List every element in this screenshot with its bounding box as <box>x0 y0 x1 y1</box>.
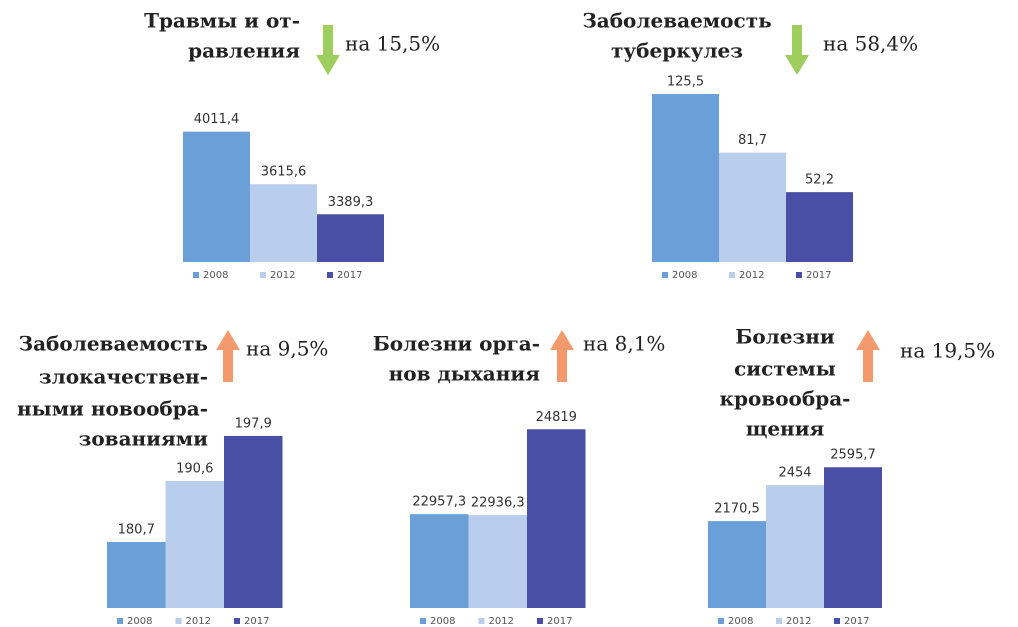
value-label: 125,5 <box>667 75 704 90</box>
value-label: 4011,4 <box>194 112 240 127</box>
legend-swatch <box>834 618 840 624</box>
bar <box>719 152 786 262</box>
legend-swatch <box>478 618 485 624</box>
legend-swatch <box>718 618 724 624</box>
trend-arrow <box>316 25 340 75</box>
value-label: 22936,3 <box>471 496 525 511</box>
value-label: 197,9 <box>235 416 272 431</box>
legend-label: 2012 <box>186 616 211 627</box>
change-label: на 9,5% <box>246 337 328 361</box>
chart-title: щения <box>746 417 825 441</box>
legend-swatch <box>537 618 543 624</box>
chart-title: кровообра- <box>720 387 851 411</box>
legend-label: 2008 <box>728 616 753 627</box>
chart-title: Болезни <box>735 325 835 349</box>
legend-label: 2008 <box>430 616 455 627</box>
bar <box>317 214 384 262</box>
chart-title: системы <box>734 357 836 381</box>
legend-swatch <box>234 618 240 624</box>
trend-arrow <box>856 330 880 382</box>
chart-title: ными новообра- <box>17 397 208 421</box>
legend-label: 2012 <box>489 616 514 627</box>
trend-arrow <box>216 330 240 382</box>
change-label: на 8,1% <box>583 332 665 356</box>
trend-arrow <box>785 25 809 75</box>
chart-title: нов дыхания <box>389 362 541 386</box>
value-label: 3389,3 <box>328 195 374 210</box>
value-label: 180,7 <box>118 523 155 538</box>
value-label: 81,7 <box>738 133 767 148</box>
legend-label: 2017 <box>806 270 831 281</box>
trend-arrow <box>550 330 574 382</box>
value-label: 52,2 <box>805 173 834 188</box>
legend-label: 2017 <box>244 616 269 627</box>
bar <box>107 542 166 608</box>
bar <box>250 184 317 262</box>
legend-label: 2008 <box>127 616 152 627</box>
bar <box>410 514 469 608</box>
legend-label: 2012 <box>270 270 295 281</box>
change-label: на 58,4% <box>823 32 918 56</box>
chart-title: туберкулез <box>611 39 743 63</box>
legend-swatch <box>729 272 735 278</box>
bar <box>224 435 283 608</box>
chart-title: Травмы и от- <box>144 9 300 33</box>
bar <box>824 467 882 608</box>
legend-swatch <box>776 618 782 624</box>
bar <box>527 429 586 608</box>
value-label: 2170,5 <box>714 502 760 517</box>
legend-label: 2017 <box>547 616 572 627</box>
bar <box>708 521 766 608</box>
value-label: 24819 <box>536 410 577 425</box>
chart-title: злокачествен- <box>39 365 208 389</box>
legend-label: 2017 <box>844 616 869 627</box>
legend-swatch <box>420 618 426 624</box>
chart-title: зованиями <box>79 427 209 451</box>
legend-swatch <box>796 272 802 278</box>
legend-swatch <box>662 272 668 278</box>
chart-title: равления <box>188 39 300 63</box>
value-label: 190,6 <box>176 461 213 476</box>
legend-label: 2012 <box>786 616 811 627</box>
chart-title: Заболеваемость <box>19 332 208 356</box>
bar <box>468 515 527 608</box>
legend-label: 2012 <box>739 270 764 281</box>
legend-swatch <box>193 272 199 278</box>
bar <box>165 480 224 608</box>
value-label: 3615,6 <box>261 165 307 180</box>
bar <box>786 192 853 262</box>
legend-label: 2017 <box>337 270 362 281</box>
value-label: 2595,7 <box>830 448 876 463</box>
bar <box>183 131 250 262</box>
legend-swatch <box>327 272 333 278</box>
legend-label: 2008 <box>672 270 697 281</box>
value-label: 22957,3 <box>412 495 466 510</box>
chart-title: Болезни орга- <box>373 332 540 356</box>
bar <box>766 485 824 608</box>
change-label: на 15,5% <box>345 32 440 56</box>
bar <box>652 94 719 263</box>
legend-label: 2008 <box>203 270 228 281</box>
change-label: на 19,5% <box>900 339 995 363</box>
legend-swatch <box>260 272 266 278</box>
legend-swatch <box>117 618 123 624</box>
chart-title: Заболеваемость <box>582 9 771 33</box>
legend-swatch <box>175 618 182 624</box>
value-label: 2454 <box>778 466 811 481</box>
